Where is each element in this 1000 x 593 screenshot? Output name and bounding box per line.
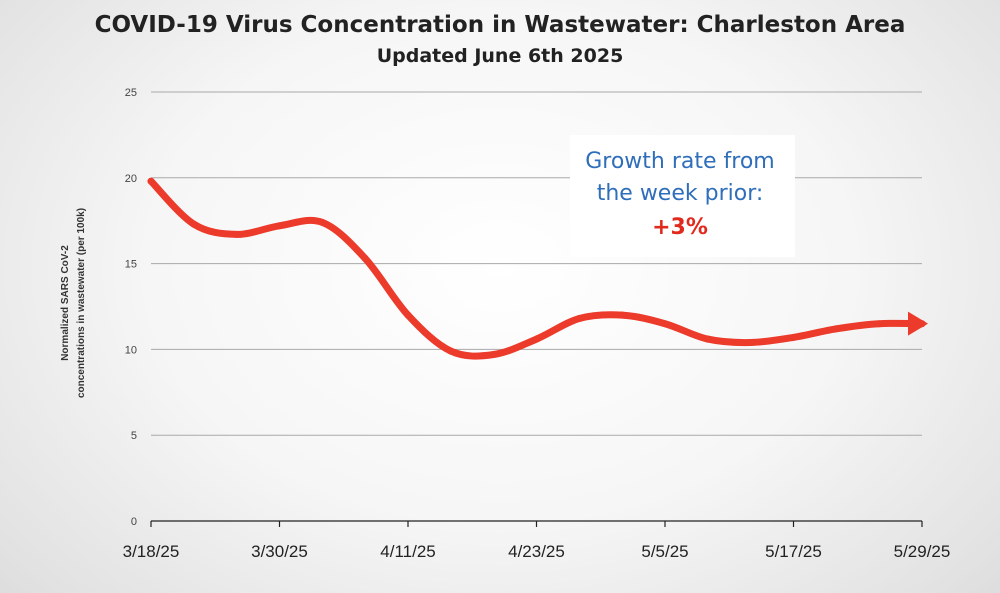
- x-tick-label: 5/29/25: [894, 542, 951, 561]
- y-tick-label: 10: [125, 344, 137, 356]
- data-point: [490, 351, 498, 358]
- data-point: [875, 320, 883, 328]
- y-axis-label-line1: Normalized SARS CoV-2: [60, 245, 71, 361]
- growth-rate-callout: Growth rate from the week prior: +3%: [570, 135, 795, 257]
- x-axis: 3/18/25 3/30/25 4/11/25 4/23/25 5/5/25 5/17/2…: [123, 520, 951, 561]
- x-tick-label: 4/11/25: [380, 542, 435, 561]
- data-point: [447, 347, 455, 355]
- y-tick-label: 5: [131, 430, 137, 442]
- x-tick-label: 3/18/25: [123, 542, 180, 561]
- x-tick-label: 5/17/25: [765, 542, 822, 561]
- gridlines: [151, 91, 922, 436]
- x-tick-label: 5/5/25: [641, 542, 688, 561]
- trend-arrowhead-icon: [908, 311, 928, 336]
- chart-subtitle: Updated June 6th 2025: [377, 45, 624, 67]
- y-tick-label: 20: [125, 173, 137, 185]
- series-layer: [147, 177, 928, 360]
- data-point: [190, 220, 198, 228]
- data-point: [533, 335, 540, 343]
- y-axis-tick-labels: 0 5 10 15 20 25: [125, 87, 137, 528]
- callout-line1: Growth rate from: [585, 149, 775, 174]
- data-point: [233, 230, 241, 238]
- y-tick-label: 25: [125, 87, 137, 99]
- callout-line2: the week prior:: [597, 181, 764, 206]
- data-point: [276, 222, 283, 230]
- data-point: [318, 218, 326, 226]
- y-tick-label: 15: [125, 259, 137, 271]
- data-point: [747, 339, 755, 346]
- data-point: [832, 325, 840, 333]
- y-tick-label: 0: [131, 516, 137, 528]
- y-axis-label: Normalized SARS CoV-2 concentrations in …: [60, 208, 87, 398]
- data-point: [361, 255, 369, 262]
- data-point: [661, 320, 669, 328]
- data-point: [790, 333, 797, 341]
- data-point: [704, 335, 712, 343]
- data-point: [147, 177, 155, 185]
- data-point: [575, 315, 583, 322]
- callout-box: [570, 135, 795, 257]
- y-axis-label-line2: concentrations in wastewater (per 100k): [76, 208, 87, 398]
- data-point: [404, 311, 412, 319]
- x-tick-label: 4/23/25: [508, 542, 565, 561]
- chart-title: COVID-19 Virus Concentration in Wastewat…: [95, 12, 906, 38]
- x-tick-label: 3/30/25: [251, 542, 308, 561]
- series-line: [147, 177, 926, 360]
- callout-growth-value: +3%: [652, 215, 708, 240]
- data-point: [618, 311, 626, 319]
